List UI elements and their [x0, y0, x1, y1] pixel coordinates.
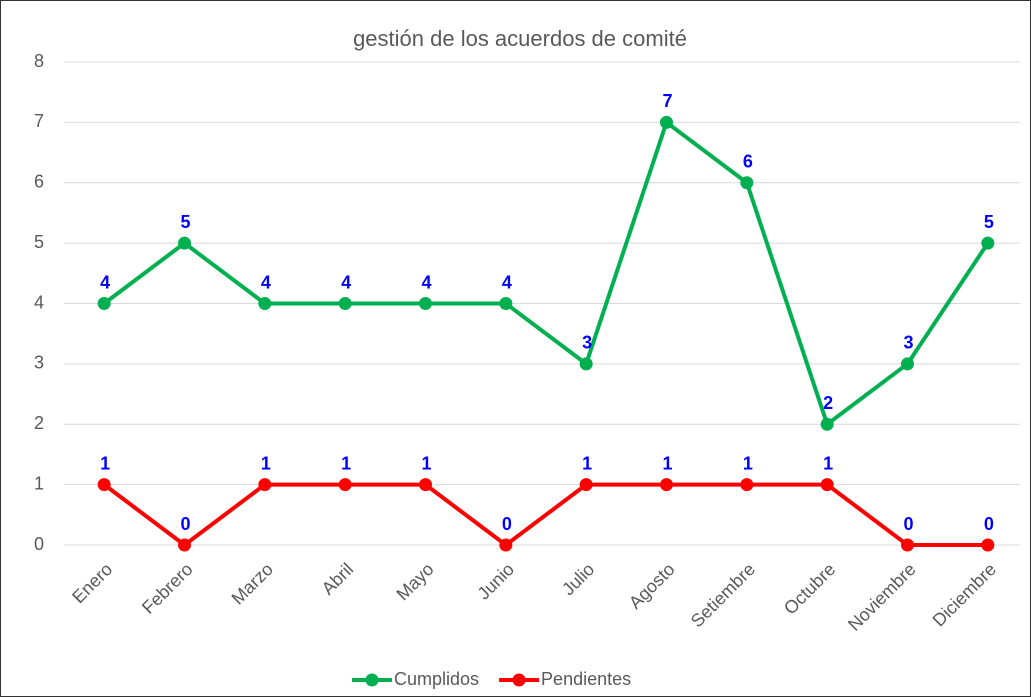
legend-label: Pendientes — [541, 669, 631, 689]
data-point — [981, 236, 995, 250]
y-tick-label: 2 — [34, 413, 44, 433]
data-point — [660, 478, 673, 492]
data-label: 3 — [903, 333, 913, 353]
data-point — [579, 478, 593, 492]
data-label: 0 — [180, 514, 190, 534]
data-point — [97, 478, 111, 492]
data-label: 4 — [421, 272, 431, 292]
data-label: 3 — [582, 333, 592, 353]
data-label: 4 — [100, 272, 110, 292]
legend-marker — [365, 673, 379, 687]
legend-label: Cumplidos — [394, 669, 479, 689]
y-tick-label: 0 — [34, 534, 44, 554]
data-point — [419, 297, 432, 310]
data-point — [901, 357, 914, 371]
data-point — [981, 538, 995, 552]
data-point — [338, 478, 352, 492]
data-label: 1 — [341, 453, 351, 473]
data-label: 7 — [662, 91, 672, 111]
series-line — [102, 120, 990, 427]
data-point — [820, 478, 834, 492]
data-point — [178, 236, 191, 250]
data-point — [258, 478, 272, 492]
data-label: 5 — [984, 212, 994, 232]
data-point — [499, 538, 513, 552]
y-tick-label: 7 — [34, 111, 44, 131]
data-label: 1 — [743, 453, 753, 473]
data-label: 0 — [984, 514, 994, 534]
series-line — [102, 482, 988, 547]
data-label: 4 — [261, 272, 271, 292]
data-point — [901, 538, 914, 552]
data-label: 1 — [421, 453, 431, 473]
y-tick-label: 5 — [34, 232, 44, 252]
data-label: 5 — [180, 212, 190, 232]
data-label: 1 — [582, 453, 592, 473]
y-tick-label: 3 — [34, 353, 44, 373]
data-label: 4 — [341, 272, 351, 292]
data-point — [338, 297, 352, 310]
data-point — [178, 538, 191, 552]
data-label: 0 — [903, 514, 913, 534]
data-point — [820, 417, 834, 431]
y-tick-label: 8 — [34, 51, 44, 71]
data-point — [740, 176, 754, 190]
data-label: 6 — [743, 152, 753, 172]
data-label: 1 — [261, 453, 271, 473]
data-point — [579, 357, 593, 371]
data-point — [97, 297, 111, 310]
y-tick-label: 6 — [34, 172, 44, 192]
data-point — [419, 478, 432, 492]
data-label: 4 — [502, 272, 512, 292]
legend-marker — [512, 673, 526, 687]
data-label: 1 — [823, 453, 833, 473]
data-point — [499, 297, 513, 310]
y-tick-label: 4 — [34, 292, 44, 312]
chart-title: gestión de los acuerdos de comité — [353, 26, 687, 51]
data-point — [740, 478, 754, 492]
data-label: 0 — [502, 514, 512, 534]
data-label: 1 — [100, 453, 110, 473]
data-point — [660, 115, 673, 129]
y-tick-label: 1 — [34, 473, 44, 493]
data-label: 2 — [823, 393, 833, 413]
data-label: 1 — [662, 453, 672, 473]
data-point — [258, 297, 272, 310]
